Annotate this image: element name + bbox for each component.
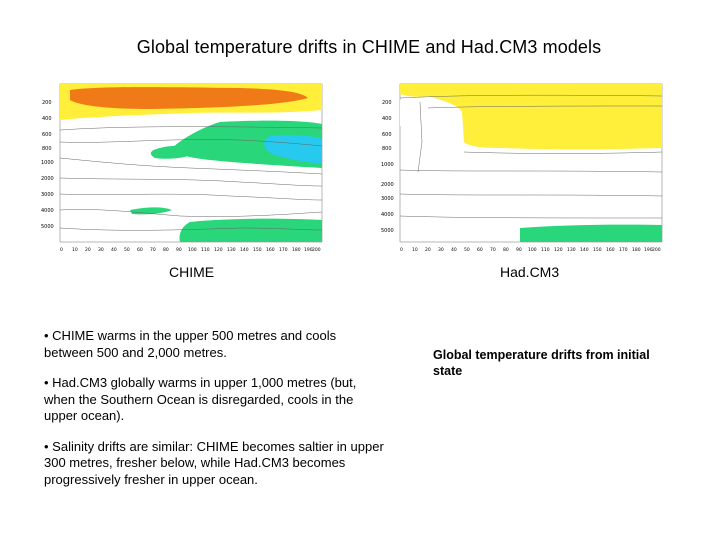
chime-y-tick: 3000 bbox=[41, 192, 54, 198]
hadcm3-y-tick: 600 bbox=[382, 132, 392, 138]
chime-contour-plot: 200 400 600 800 1000 2000 3000 4000 5000… bbox=[40, 82, 325, 257]
hadcm3-x-tick: 40 bbox=[451, 247, 457, 253]
chime-x-tick: 150 bbox=[253, 247, 262, 253]
hadcm3-y-tick: 5000 bbox=[381, 228, 394, 234]
chime-y-tick: 400 bbox=[42, 116, 52, 122]
hadcm3-y-tick: 200 bbox=[382, 100, 392, 106]
chime-x-tick: 70 bbox=[150, 247, 156, 253]
hadcm3-contour-lines bbox=[399, 94, 663, 219]
hadcm3-x-tick: 10 bbox=[412, 247, 418, 253]
hadcm3-x-tick: 120 bbox=[554, 247, 563, 253]
chime-y-ticks: 200 400 600 800 1000 2000 3000 4000 5000 bbox=[41, 100, 54, 230]
hadcm3-x-tick: 130 bbox=[567, 247, 576, 253]
chime-x-tick: 80 bbox=[163, 247, 169, 253]
hadcm3-x-tick: 60 bbox=[477, 247, 483, 253]
chime-x-tick: 110 bbox=[201, 247, 210, 253]
chime-y-tick: 2000 bbox=[41, 176, 54, 182]
hadcm3-warm-yellow-corner bbox=[400, 84, 428, 97]
hadcm3-x-tick: 140 bbox=[580, 247, 589, 253]
chime-x-tick: 40 bbox=[111, 247, 117, 253]
chime-x-tick: 200 bbox=[312, 247, 321, 253]
chime-cool-green-patch bbox=[150, 145, 198, 159]
hadcm3-warm-yellow-region bbox=[428, 84, 662, 150]
chime-y-tick: 1000 bbox=[41, 160, 54, 166]
chime-y-tick: 5000 bbox=[41, 224, 54, 230]
chime-x-tick: 140 bbox=[240, 247, 249, 253]
hadcm3-x-tick: 80 bbox=[503, 247, 509, 253]
chime-x-tick: 170 bbox=[279, 247, 288, 253]
hadcm3-x-tick: 30 bbox=[438, 247, 444, 253]
chime-x-tick: 10 bbox=[72, 247, 78, 253]
chime-x-tick: 190 bbox=[304, 247, 313, 253]
bullet-list: • CHIME warms in the upper 500 metres an… bbox=[44, 328, 384, 502]
hadcm3-white-gap bbox=[400, 100, 420, 126]
chime-x-tick: 120 bbox=[214, 247, 223, 253]
chime-caption: CHIME bbox=[169, 264, 215, 280]
hadcm3-x-tick: 50 bbox=[464, 247, 470, 253]
hadcm3-y-tick: 2000 bbox=[381, 182, 394, 188]
chime-x-tick: 50 bbox=[124, 247, 130, 253]
chime-x-tick: 100 bbox=[188, 247, 197, 253]
hadcm3-x-tick: 200 bbox=[652, 247, 661, 253]
chime-y-tick: 600 bbox=[42, 132, 52, 138]
slide-title: Global temperature drifts in CHIME and H… bbox=[136, 37, 602, 57]
hadcm3-x-ticks: 0 10 20 30 40 50 60 70 80 90 100 110 120… bbox=[400, 247, 661, 253]
chime-x-tick: 0 bbox=[60, 247, 63, 253]
hadcm3-x-tick: 190 bbox=[644, 247, 653, 253]
chime-x-ticks: 0 10 20 30 40 50 60 70 80 90 100 110 120… bbox=[60, 247, 321, 253]
chime-x-tick: 30 bbox=[98, 247, 104, 253]
hadcm3-y-tick: 800 bbox=[382, 146, 392, 152]
chime-x-tick: 20 bbox=[85, 247, 91, 253]
hadcm3-y-tick: 400 bbox=[382, 116, 392, 122]
hadcm3-caption: Had.CM3 bbox=[500, 264, 560, 280]
hadcm3-x-tick: 100 bbox=[528, 247, 537, 253]
hadcm3-y-ticks: 200 400 600 800 1000 2000 3000 4000 5000 bbox=[381, 100, 394, 234]
hadcm3-x-tick: 180 bbox=[632, 247, 641, 253]
hadcm3-y-tick: 4000 bbox=[381, 212, 394, 218]
hadcm3-x-tick: 170 bbox=[619, 247, 628, 253]
chime-y-tick: 200 bbox=[42, 100, 52, 106]
hadcm3-y-tick: 3000 bbox=[381, 196, 394, 202]
hadcm3-x-tick: 0 bbox=[400, 247, 403, 253]
hadcm3-plot-svg: 200 400 600 800 1000 2000 3000 4000 5000… bbox=[381, 83, 663, 253]
hadcm3-x-tick: 90 bbox=[516, 247, 522, 253]
hadcm3-x-tick: 160 bbox=[606, 247, 615, 253]
hadcm3-x-tick: 20 bbox=[425, 247, 431, 253]
chime-warm-orange-region bbox=[70, 87, 308, 109]
side-note: Global temperature drifts from initial s… bbox=[433, 348, 650, 378]
chime-x-tick: 180 bbox=[292, 247, 301, 253]
hadcm3-x-tick: 150 bbox=[593, 247, 602, 253]
chime-y-tick: 4000 bbox=[41, 208, 54, 214]
bullet-salinity-drifts: • Salinity drifts are similar: CHIME bec… bbox=[44, 438, 384, 487]
chime-bottom-green-region bbox=[179, 218, 322, 242]
chime-x-tick: 160 bbox=[266, 247, 275, 253]
chime-plot-svg: 200 400 600 800 1000 2000 3000 4000 5000… bbox=[41, 83, 323, 253]
hadcm3-bottom-green-region bbox=[520, 224, 662, 242]
hadcm3-contour-plot: 200 400 600 800 1000 2000 3000 4000 5000… bbox=[380, 82, 665, 257]
chime-contour-lines bbox=[59, 126, 323, 231]
bullet-hadcm3-warming: • Had.CM3 globally warms in upper 1,000 … bbox=[44, 375, 357, 423]
chime-x-tick: 90 bbox=[176, 247, 182, 253]
hadcm3-x-tick: 110 bbox=[541, 247, 550, 253]
hadcm3-y-tick: 1000 bbox=[381, 162, 394, 168]
bullet-chime-warming: • CHIME warms in the upper 500 metres an… bbox=[44, 328, 337, 360]
chime-y-tick: 800 bbox=[42, 146, 52, 152]
chime-x-tick: 130 bbox=[227, 247, 236, 253]
chime-x-tick: 60 bbox=[137, 247, 143, 253]
hadcm3-x-tick: 70 bbox=[490, 247, 496, 253]
